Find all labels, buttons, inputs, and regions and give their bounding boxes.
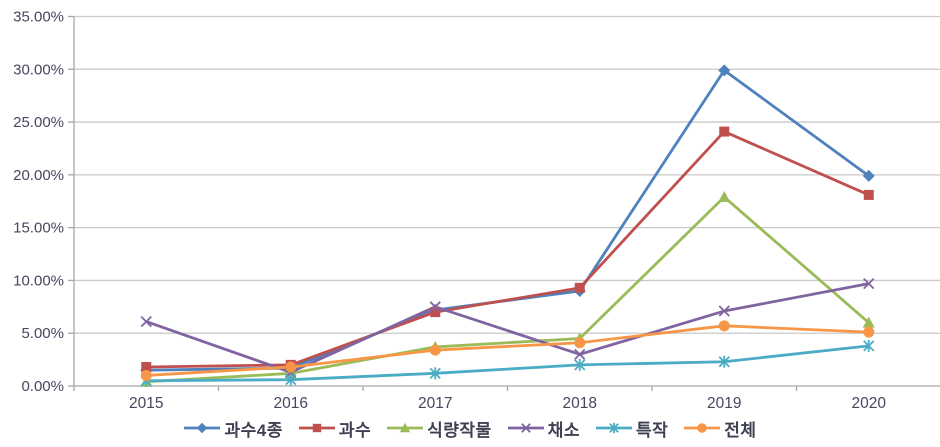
series-line-3 — [145, 282, 870, 374]
series-line-5 — [146, 324, 869, 377]
data-point-marker — [574, 282, 585, 293]
legend-item-0: 과수4종 — [183, 416, 282, 441]
y-tick-label: 0.00% — [21, 378, 64, 395]
y-tick-label: 5.00% — [21, 325, 64, 342]
y-tick-label: 10.00% — [13, 272, 64, 289]
data-point-marker — [718, 305, 730, 317]
data-point-marker — [197, 422, 208, 434]
legend-label: 과수4종 — [224, 420, 283, 440]
data-point-marker — [718, 320, 730, 332]
data-point-marker — [312, 423, 322, 433]
legend-label: 과수 — [338, 420, 372, 440]
legend-label: 특작 — [635, 420, 669, 440]
legend-marker-square-icon — [298, 423, 335, 433]
data-point-marker — [285, 361, 297, 373]
data-point-marker — [718, 356, 730, 368]
x-tick-label: 2017 — [418, 395, 452, 411]
data-point-marker — [574, 337, 586, 349]
data-point-marker — [863, 340, 875, 352]
data-point-marker — [429, 367, 441, 379]
data-point-marker — [574, 359, 586, 371]
legend-marker-circle-icon — [684, 423, 721, 433]
legend-item-1: 과수 — [298, 416, 371, 441]
data-point-marker — [862, 316, 875, 328]
x-tick-label: 2020 — [852, 395, 887, 411]
chart-legend: 과수4종 과수 식량작물 채소 특작 전체 — [0, 411, 940, 445]
data-point-marker — [140, 369, 152, 381]
data-point-marker — [140, 315, 152, 328]
data-point-marker — [718, 64, 731, 77]
y-tick-label: 15.00% — [13, 220, 64, 237]
series-line-2 — [146, 195, 870, 384]
x-tick-label: 2016 — [274, 395, 308, 411]
legend-marker-diamond-icon — [184, 422, 221, 434]
data-point-marker — [863, 189, 874, 200]
y-tick-label: 35.00% — [13, 9, 64, 26]
legend-item-4: 특작 — [595, 416, 668, 441]
legend-item-5: 전체 — [683, 416, 756, 441]
legend-item-3: 채소 — [507, 416, 580, 441]
series-line-4 — [146, 344, 869, 383]
data-point-marker — [863, 277, 875, 290]
legend-label: 채소 — [547, 420, 580, 440]
y-tick-label: 25.00% — [13, 114, 64, 131]
data-point-marker — [574, 348, 586, 360]
data-point-marker — [430, 307, 441, 318]
data-point-marker — [862, 169, 875, 182]
data-point-marker — [141, 361, 152, 372]
legend-marker-x-icon — [507, 423, 544, 433]
data-point-marker — [719, 126, 730, 137]
x-tick-label: 2015 — [129, 395, 163, 411]
data-point-marker — [863, 326, 875, 338]
y-tick-label: 30.00% — [13, 61, 64, 78]
data-point-marker — [609, 423, 619, 433]
data-point-marker — [429, 344, 441, 356]
series-line-0 — [146, 68, 870, 372]
x-tick-label: 2018 — [563, 395, 597, 411]
legend-marker-asterisk-icon — [595, 422, 632, 434]
data-point-marker — [399, 422, 411, 433]
data-point-marker — [697, 423, 707, 433]
line-chart: 0.00% 5.00% 10.00% 15.00% 20.00% 25.00% 30.00%… — [13, 9, 940, 411]
y-tick-label: 20.00% — [13, 167, 64, 184]
legend-marker-triangle-icon — [387, 422, 424, 433]
data-point-marker — [285, 374, 297, 386]
data-point-marker — [718, 191, 731, 203]
legend-label: 식량작물 — [427, 420, 492, 440]
x-tick-label: 2019 — [707, 395, 741, 411]
legend-item-2: 식량작물 — [386, 416, 492, 441]
data-point-marker — [520, 423, 531, 433]
data-point-marker — [429, 301, 441, 313]
legend-label: 전체 — [724, 420, 757, 440]
